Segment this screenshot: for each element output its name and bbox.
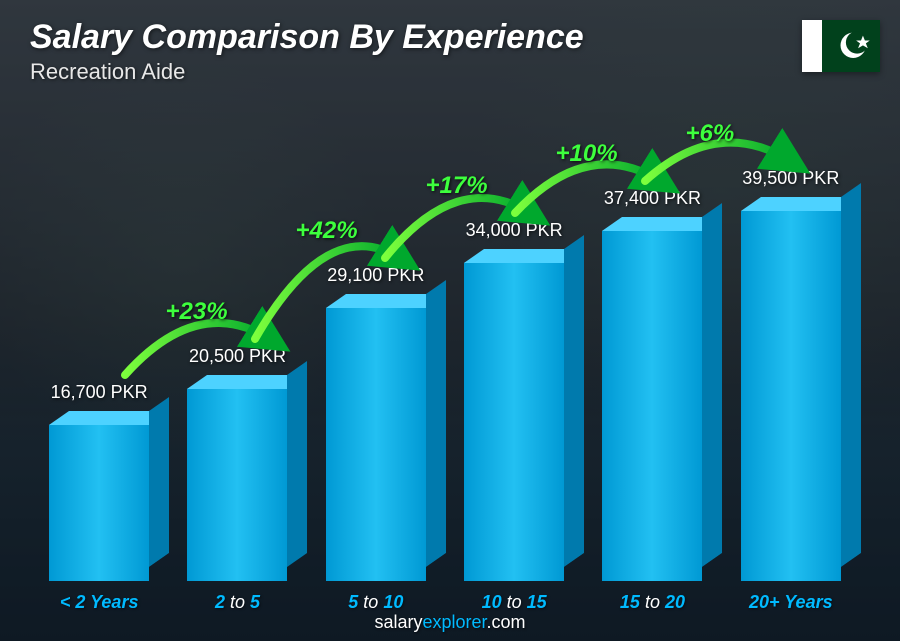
country-flag-pakistan <box>802 20 880 72</box>
bar <box>49 425 149 581</box>
bar-value-label: 37,400 PKR <box>604 188 701 209</box>
bar-category-label: 5 to 10 <box>348 592 403 613</box>
bar-value-label: 34,000 PKR <box>466 220 563 241</box>
bar-value-label: 29,100 PKR <box>327 265 424 286</box>
bar <box>741 211 841 581</box>
footer-brand: salaryexplorer.com <box>0 612 900 633</box>
brand-part: salary <box>374 612 422 632</box>
chart-header: Salary Comparison By Experience Recreati… <box>30 18 584 85</box>
bar-chart: 16,700 PKR< 2 Years20,500 PKR2 to 5+23% 2… <box>30 121 860 581</box>
bar-group: 20,500 PKR2 to 5 <box>172 121 302 581</box>
bar-group: 37,400 PKR15 to 20 <box>587 121 717 581</box>
bar <box>326 308 426 581</box>
increase-label: +23% <box>166 298 228 326</box>
bar-category-label: 10 to 15 <box>482 592 547 613</box>
increase-label: +17% <box>426 172 488 200</box>
bar <box>602 231 702 581</box>
increase-label: +42% <box>296 217 358 245</box>
bar-value-label: 20,500 PKR <box>189 346 286 367</box>
brand-part: explorer <box>422 612 486 632</box>
bar-value-label: 39,500 PKR <box>742 168 839 189</box>
bar-category-label: 15 to 20 <box>620 592 685 613</box>
increase-label: +10% <box>556 140 618 168</box>
chart-title: Salary Comparison By Experience <box>30 18 584 57</box>
bar-value-label: 16,700 PKR <box>51 382 148 403</box>
bar-group: 39,500 PKR20+ Years <box>726 121 856 581</box>
brand-part: .com <box>487 612 526 632</box>
bar-category-label: 20+ Years <box>749 592 833 613</box>
bar-category-label: < 2 Years <box>60 592 139 613</box>
bar <box>187 389 287 581</box>
bar-group: 16,700 PKR< 2 Years <box>34 121 164 581</box>
bar-category-label: 2 to 5 <box>215 592 260 613</box>
bar-group: 29,100 PKR5 to 10 <box>311 121 441 581</box>
increase-label: +6% <box>686 120 735 148</box>
chart-subtitle: Recreation Aide <box>30 59 584 85</box>
bar <box>464 263 564 581</box>
